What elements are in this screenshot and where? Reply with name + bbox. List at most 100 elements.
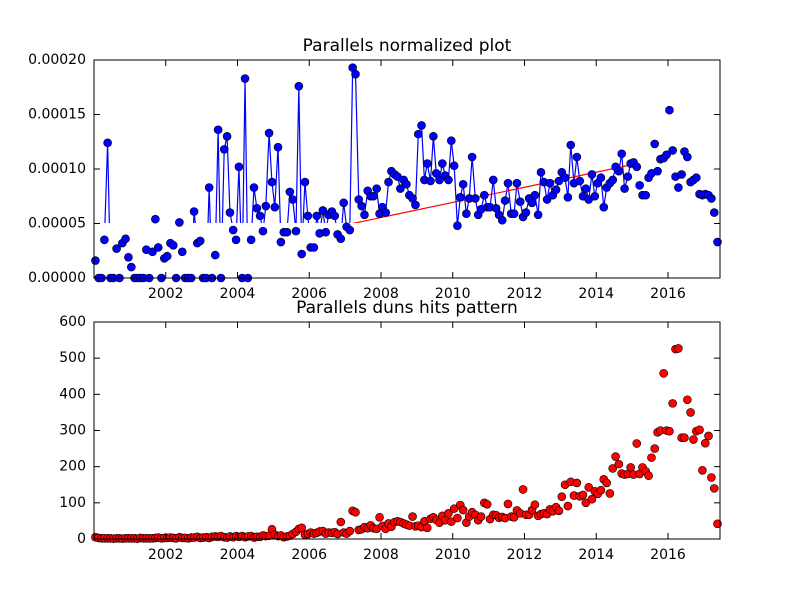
- point: [151, 214, 160, 224]
- point: [360, 210, 369, 220]
- point: [704, 431, 713, 441]
- point: [228, 225, 238, 235]
- plot-area: [91, 63, 722, 283]
- point: [572, 152, 582, 162]
- point: [521, 208, 531, 217]
- point: [177, 247, 187, 257]
- series-line: [95, 348, 717, 538]
- point: [617, 149, 627, 159]
- point: [234, 162, 244, 172]
- point: [623, 172, 633, 181]
- y-tick-label: 0.00005: [28, 216, 86, 232]
- point: [422, 523, 432, 533]
- point: [294, 81, 304, 91]
- point: [264, 128, 274, 138]
- point: [503, 178, 513, 188]
- point: [100, 235, 109, 245]
- point: [587, 170, 597, 179]
- point: [647, 453, 656, 462]
- point: [653, 166, 662, 176]
- point: [566, 140, 576, 150]
- point: [369, 191, 378, 201]
- point: [261, 201, 271, 211]
- point: [372, 184, 381, 193]
- point: [674, 344, 683, 353]
- point: [276, 237, 286, 247]
- point: [312, 211, 322, 221]
- point: [127, 262, 136, 272]
- point: [411, 200, 420, 210]
- point: [273, 142, 283, 152]
- point: [267, 177, 277, 187]
- point: [467, 152, 477, 162]
- point: [674, 183, 683, 192]
- point: [449, 161, 459, 171]
- y-tick-label: 100: [59, 495, 86, 511]
- point: [318, 206, 328, 215]
- x-tick-label: 2014: [578, 547, 614, 563]
- point: [429, 132, 438, 141]
- point: [330, 211, 340, 221]
- point: [288, 195, 298, 204]
- point: [195, 236, 205, 246]
- axes-frame: [93, 59, 721, 279]
- point: [665, 426, 674, 436]
- point: [351, 507, 360, 517]
- point: [422, 159, 432, 168]
- point: [426, 176, 435, 186]
- x-tick-label: 2004: [220, 547, 256, 563]
- point: [713, 519, 722, 529]
- point: [455, 193, 465, 202]
- point: [204, 183, 214, 192]
- point: [557, 492, 567, 501]
- point: [680, 433, 689, 443]
- point: [608, 464, 618, 473]
- point: [709, 208, 719, 217]
- point: [249, 183, 259, 192]
- x-tick-label: 2016: [650, 286, 686, 302]
- point: [153, 243, 163, 252]
- point: [291, 226, 301, 236]
- point: [402, 179, 411, 189]
- point: [689, 435, 698, 444]
- y-tick-label: 200: [59, 459, 86, 475]
- point: [545, 178, 555, 188]
- point: [587, 494, 597, 504]
- point: [148, 247, 157, 257]
- point: [309, 243, 319, 252]
- point: [345, 225, 355, 235]
- point: [210, 250, 220, 260]
- point: [225, 208, 235, 217]
- point: [632, 162, 642, 172]
- point: [578, 490, 588, 500]
- point: [240, 74, 250, 83]
- point: [124, 252, 133, 262]
- point: [351, 69, 360, 79]
- y-tick-label: 0.00000: [28, 270, 86, 286]
- point: [650, 139, 660, 149]
- point: [677, 170, 686, 179]
- point: [471, 194, 480, 203]
- point: [596, 485, 606, 495]
- y-tick-label: 0.00015: [28, 107, 86, 123]
- point: [503, 499, 513, 509]
- y-tick-label: 600: [59, 314, 86, 330]
- point: [444, 175, 453, 185]
- point: [602, 478, 611, 488]
- point: [488, 175, 498, 185]
- point: [707, 473, 716, 482]
- point: [162, 251, 172, 261]
- point: [686, 408, 695, 417]
- point: [462, 209, 471, 218]
- point: [683, 395, 692, 405]
- point: [620, 184, 629, 193]
- point: [698, 465, 707, 475]
- point: [659, 369, 668, 378]
- point: [303, 211, 313, 221]
- point: [300, 177, 310, 187]
- point: [533, 210, 543, 220]
- point: [614, 166, 624, 176]
- point: [563, 193, 573, 202]
